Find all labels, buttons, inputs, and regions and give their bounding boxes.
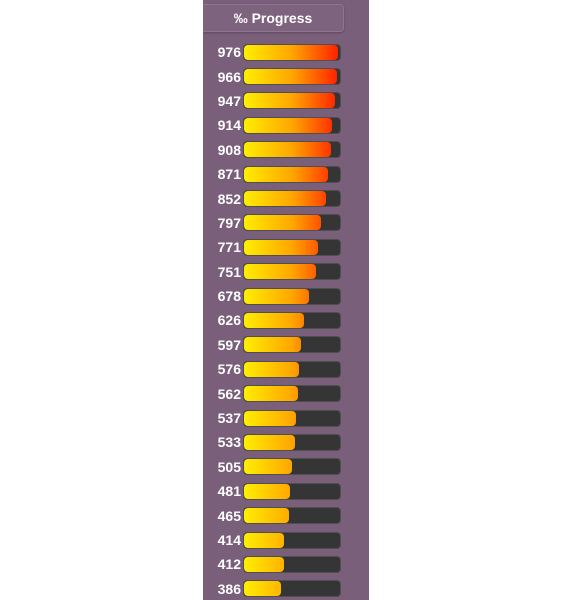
progress-bar-track bbox=[243, 311, 341, 329]
progress-bar-fill bbox=[244, 239, 319, 255]
progress-bar-fill bbox=[244, 434, 296, 450]
progress-row: 751 bbox=[203, 260, 369, 284]
progress-bar-track bbox=[243, 336, 341, 354]
progress-value: 576 bbox=[217, 361, 241, 378]
progress-bar-fill bbox=[244, 264, 317, 280]
progress-bar-track bbox=[243, 555, 341, 573]
progress-row: 537 bbox=[203, 406, 369, 430]
progress-row: 414 bbox=[203, 528, 369, 552]
progress-list: 976 966 947 914 908 871 852 797 771 751 678 626 597 5… bbox=[203, 40, 369, 600]
progress-value: 678 bbox=[217, 288, 241, 305]
progress-bar-fill bbox=[244, 361, 300, 377]
progress-value: 751 bbox=[217, 263, 241, 280]
progress-bar-track bbox=[243, 287, 341, 305]
progress-value: 976 bbox=[217, 44, 241, 61]
progress-bar-fill bbox=[244, 581, 282, 597]
progress-row: 465 bbox=[203, 503, 369, 527]
progress-value: 914 bbox=[217, 117, 241, 134]
progress-bar-track bbox=[243, 214, 341, 232]
progress-bar-fill bbox=[244, 117, 332, 133]
progress-row: 908 bbox=[203, 138, 369, 162]
progress-bar-fill bbox=[244, 532, 284, 548]
progress-row: 533 bbox=[203, 430, 369, 454]
progress-bar-fill bbox=[244, 166, 328, 182]
progress-row: 562 bbox=[203, 381, 369, 405]
progress-value: 386 bbox=[217, 580, 241, 597]
progress-row: 771 bbox=[203, 235, 369, 259]
progress-value: 412 bbox=[217, 556, 241, 573]
progress-row: 871 bbox=[203, 162, 369, 186]
progress-row: 966 bbox=[203, 64, 369, 88]
progress-value: 481 bbox=[217, 483, 241, 500]
progress-bar-fill bbox=[244, 386, 298, 402]
progress-bar-track bbox=[243, 141, 341, 159]
progress-bar-track bbox=[243, 580, 341, 598]
progress-row: 852 bbox=[203, 186, 369, 210]
progress-bar-track bbox=[243, 116, 341, 134]
progress-value: 537 bbox=[217, 410, 241, 427]
progress-bar-fill bbox=[244, 459, 293, 475]
progress-row: 678 bbox=[203, 284, 369, 308]
progress-row: 976 bbox=[203, 40, 369, 64]
progress-value: 597 bbox=[217, 336, 241, 353]
progress-bar-track bbox=[243, 68, 341, 86]
progress-bar-track bbox=[243, 43, 341, 61]
progress-value: 533 bbox=[217, 434, 241, 451]
progress-row: 797 bbox=[203, 211, 369, 235]
progress-row: 386 bbox=[203, 577, 369, 600]
progress-row: 576 bbox=[203, 357, 369, 381]
progress-bar-track bbox=[243, 507, 341, 525]
progress-value: 465 bbox=[217, 507, 241, 524]
progress-bar-fill bbox=[244, 508, 289, 524]
progress-bar-fill bbox=[244, 312, 305, 328]
progress-bar-fill bbox=[244, 69, 337, 85]
progress-bar-fill bbox=[244, 483, 291, 499]
progress-bar-track bbox=[243, 92, 341, 110]
progress-bar-track bbox=[243, 263, 341, 281]
progress-bar-fill bbox=[244, 410, 296, 426]
progress-bar-fill bbox=[244, 142, 332, 158]
progress-value: 871 bbox=[217, 166, 241, 183]
progress-row: 597 bbox=[203, 333, 369, 357]
progress-panel: ‰ Progress 976 966 947 914 908 871 852 797 771 75… bbox=[203, 0, 369, 600]
progress-bar-track bbox=[243, 482, 341, 500]
progress-value: 626 bbox=[217, 312, 241, 329]
progress-row: 947 bbox=[203, 89, 369, 113]
progress-bar-fill bbox=[244, 215, 321, 231]
progress-value: 797 bbox=[217, 214, 241, 231]
progress-row: 505 bbox=[203, 455, 369, 479]
progress-column-header[interactable]: ‰ Progress bbox=[203, 4, 344, 32]
progress-bar-track bbox=[243, 409, 341, 427]
progress-value: 771 bbox=[217, 239, 241, 256]
progress-value: 947 bbox=[217, 92, 241, 109]
progress-row: 481 bbox=[203, 479, 369, 503]
progress-value: 414 bbox=[217, 532, 241, 548]
progress-value: 908 bbox=[217, 141, 241, 158]
progress-bar-track bbox=[243, 190, 341, 208]
progress-bar-track bbox=[243, 458, 341, 476]
progress-bar-fill bbox=[244, 44, 338, 60]
progress-bar-track bbox=[243, 531, 341, 549]
progress-row: 412 bbox=[203, 552, 369, 576]
progress-value: 562 bbox=[217, 385, 241, 402]
progress-value: 505 bbox=[217, 458, 241, 475]
progress-bar-fill bbox=[244, 288, 310, 304]
progress-row: 914 bbox=[203, 113, 369, 137]
progress-bar-track bbox=[243, 360, 341, 378]
progress-bar-fill bbox=[244, 337, 302, 353]
progress-bar-track bbox=[243, 385, 341, 403]
progress-value: 966 bbox=[217, 68, 241, 85]
progress-bar-track bbox=[243, 238, 341, 256]
progress-bar-fill bbox=[244, 191, 326, 207]
progress-bar-track bbox=[243, 165, 341, 183]
progress-row: 626 bbox=[203, 308, 369, 332]
progress-bar-fill bbox=[244, 93, 335, 109]
progress-bar-track bbox=[243, 433, 341, 451]
progress-bar-fill bbox=[244, 556, 284, 572]
progress-value: 852 bbox=[217, 190, 241, 207]
